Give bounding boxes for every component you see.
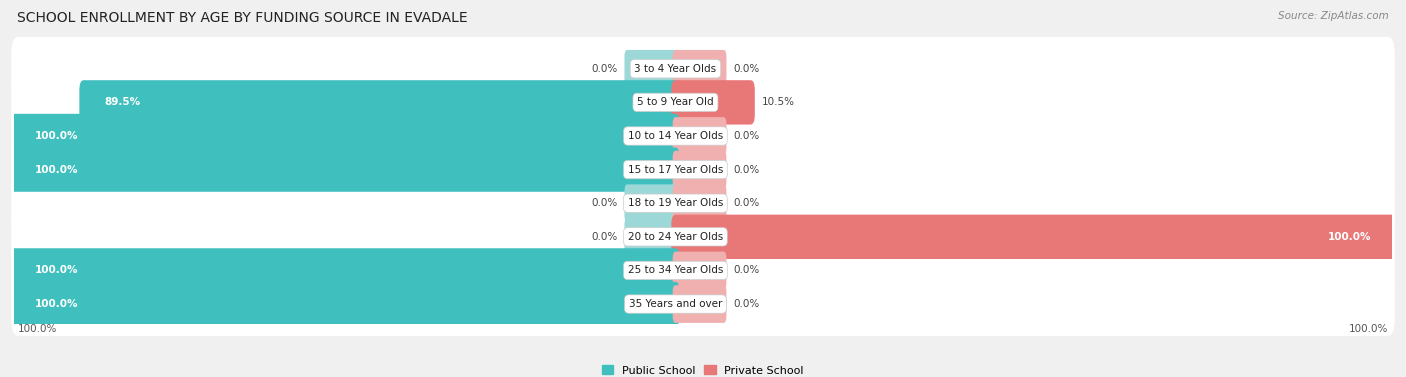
Text: 100.0%: 100.0% (1327, 232, 1371, 242)
Text: 100.0%: 100.0% (35, 265, 79, 276)
Text: 15 to 17 Year Olds: 15 to 17 Year Olds (627, 165, 723, 175)
FancyBboxPatch shape (79, 80, 679, 124)
FancyBboxPatch shape (11, 239, 1395, 302)
FancyBboxPatch shape (11, 205, 1395, 269)
FancyBboxPatch shape (11, 272, 1395, 336)
FancyBboxPatch shape (10, 147, 679, 192)
Text: 18 to 19 Year Olds: 18 to 19 Year Olds (627, 198, 723, 208)
Text: Source: ZipAtlas.com: Source: ZipAtlas.com (1278, 11, 1389, 21)
FancyBboxPatch shape (672, 117, 727, 155)
FancyBboxPatch shape (11, 70, 1395, 134)
Text: 0.0%: 0.0% (592, 232, 617, 242)
FancyBboxPatch shape (672, 50, 727, 87)
Text: 0.0%: 0.0% (734, 64, 759, 74)
FancyBboxPatch shape (11, 104, 1395, 168)
Text: 0.0%: 0.0% (734, 131, 759, 141)
Text: 10.5%: 10.5% (762, 97, 794, 107)
FancyBboxPatch shape (672, 285, 727, 323)
Text: 0.0%: 0.0% (734, 198, 759, 208)
FancyBboxPatch shape (624, 184, 678, 222)
Text: 0.0%: 0.0% (734, 265, 759, 276)
FancyBboxPatch shape (11, 171, 1395, 235)
Text: 0.0%: 0.0% (734, 165, 759, 175)
Text: 3 to 4 Year Olds: 3 to 4 Year Olds (634, 64, 717, 74)
FancyBboxPatch shape (11, 138, 1395, 202)
FancyBboxPatch shape (671, 215, 1396, 259)
Text: 100.0%: 100.0% (1348, 323, 1388, 334)
Text: 0.0%: 0.0% (592, 198, 617, 208)
FancyBboxPatch shape (672, 151, 727, 188)
Text: 5 to 9 Year Old: 5 to 9 Year Old (637, 97, 714, 107)
Text: 89.5%: 89.5% (104, 97, 141, 107)
FancyBboxPatch shape (624, 218, 678, 256)
FancyBboxPatch shape (671, 80, 755, 124)
Text: 20 to 24 Year Olds: 20 to 24 Year Olds (628, 232, 723, 242)
FancyBboxPatch shape (10, 282, 679, 326)
Text: 10 to 14 Year Olds: 10 to 14 Year Olds (628, 131, 723, 141)
Text: 100.0%: 100.0% (35, 131, 79, 141)
FancyBboxPatch shape (672, 184, 727, 222)
Legend: Public School, Private School: Public School, Private School (598, 361, 808, 377)
Text: 100.0%: 100.0% (35, 299, 79, 309)
Text: SCHOOL ENROLLMENT BY AGE BY FUNDING SOURCE IN EVADALE: SCHOOL ENROLLMENT BY AGE BY FUNDING SOUR… (17, 11, 468, 25)
FancyBboxPatch shape (624, 50, 678, 87)
Text: 0.0%: 0.0% (592, 64, 617, 74)
FancyBboxPatch shape (10, 114, 679, 158)
Text: 0.0%: 0.0% (734, 299, 759, 309)
Text: 100.0%: 100.0% (35, 165, 79, 175)
FancyBboxPatch shape (672, 251, 727, 289)
Text: 25 to 34 Year Olds: 25 to 34 Year Olds (627, 265, 723, 276)
FancyBboxPatch shape (10, 248, 679, 293)
Text: 100.0%: 100.0% (18, 323, 58, 334)
Text: 35 Years and over: 35 Years and over (628, 299, 723, 309)
FancyBboxPatch shape (11, 37, 1395, 101)
